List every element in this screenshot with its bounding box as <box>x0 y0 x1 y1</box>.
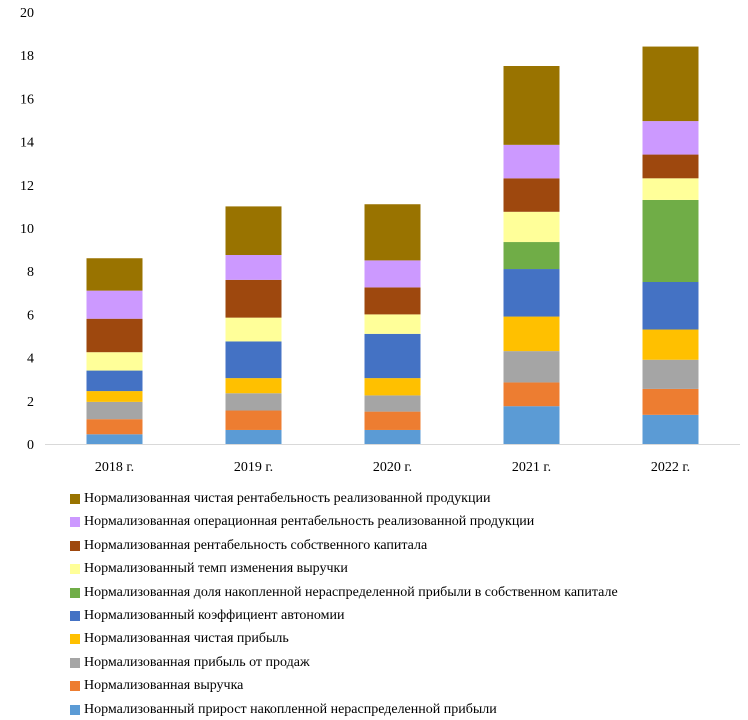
bar-segment <box>364 378 421 396</box>
bar-segment <box>642 178 699 200</box>
legend-swatch <box>70 540 80 551</box>
bar-segment <box>503 242 560 270</box>
y-tick-label: 8 <box>27 265 34 280</box>
legend-item: Нормализованная чистая рентабельность ре… <box>70 489 490 509</box>
bar-segment <box>642 199 699 282</box>
bar-segment <box>86 352 143 371</box>
legend-label: Нормализованный прирост накопленной нера… <box>84 701 497 717</box>
bar-segment <box>503 66 560 145</box>
legend-item: Нормализованная чистая прибыль <box>70 629 289 649</box>
legend-swatch <box>70 494 80 504</box>
legend-swatch <box>70 517 80 528</box>
bar-segment <box>225 317 282 342</box>
legend-swatch <box>70 657 80 668</box>
bar-segment <box>364 287 421 315</box>
y-tick-label: 20 <box>20 6 34 21</box>
x-tick-label: 2019 г. <box>234 460 273 475</box>
bar-segment <box>86 391 143 402</box>
x-tick-label: 2022 г. <box>651 460 690 475</box>
y-tick-label: 6 <box>27 308 34 323</box>
legend-item: Нормализованная доля накопленной нераспр… <box>70 583 618 603</box>
bar-segment <box>364 411 421 430</box>
bar-segment <box>86 401 143 420</box>
bar-segment <box>503 211 560 243</box>
legend-label: Нормализованная чистая прибыль <box>84 631 289 647</box>
bar-segment <box>86 419 143 435</box>
legend-label: Нормализованная рентабельность собственн… <box>84 537 428 553</box>
legend-item: Нормализованная выручка <box>70 676 243 696</box>
x-tick-label: 2020 г. <box>373 460 412 475</box>
legend-swatch <box>70 564 80 575</box>
y-tick-label: 18 <box>20 49 34 64</box>
legend-label: Нормализованная прибыль от продаж <box>84 654 310 670</box>
bar-segment <box>503 178 560 212</box>
bar-segment <box>225 255 282 280</box>
y-tick-label: 12 <box>20 179 34 194</box>
y-tick-label: 10 <box>20 222 34 237</box>
y-tick-label: 4 <box>27 352 34 367</box>
x-axis: 2018 г. 2019 г. 2020 г. 2021 г. 2022 г. <box>45 444 740 475</box>
bar-segment <box>86 258 143 291</box>
bar-segment <box>364 204 421 261</box>
bar-segment <box>225 206 282 255</box>
bar-segment <box>642 154 699 179</box>
legend-item: Нормализованная операционная рентабельно… <box>70 512 534 532</box>
bar-segment <box>86 290 143 319</box>
bar-segment <box>364 260 421 288</box>
bar-segment <box>503 382 560 407</box>
bar-segment <box>225 410 282 430</box>
legend-label: Нормализованный темп изменения выручки <box>84 561 348 577</box>
legend-item: Нормализованная прибыль от продаж <box>70 653 310 673</box>
bar-segment <box>86 318 143 353</box>
y-tick-label: 2 <box>27 395 34 410</box>
legend-swatch <box>70 634 80 645</box>
legend-label: Нормализованная доля накопленной нераспр… <box>84 584 618 600</box>
bar-segment <box>225 429 282 444</box>
bar-segment <box>225 393 282 411</box>
legend-label: Нормализованный коэффициент автономии <box>84 608 345 623</box>
bar-segment <box>364 429 421 444</box>
bar-segment <box>225 341 282 379</box>
bar-segment <box>642 329 699 360</box>
bar-segment <box>364 314 421 334</box>
x-tick-label: 2018 г. <box>95 460 134 475</box>
y-tick-label: 0 <box>27 438 34 453</box>
bar-segment <box>503 144 560 179</box>
bar-segment <box>642 46 699 122</box>
legend-item: Нормализованный прирост накопленной нера… <box>70 700 497 720</box>
bar-segment <box>642 388 699 415</box>
y-tick-label: 16 <box>20 92 34 107</box>
x-tick-label: 2021 г. <box>512 460 551 475</box>
bar-segment <box>642 414 699 444</box>
legend-label: Нормализованная операционная рентабельно… <box>84 514 535 530</box>
bar-segment <box>503 316 560 352</box>
bar-segment <box>503 406 560 444</box>
bar-segment <box>642 359 699 389</box>
bar-segment <box>225 378 282 394</box>
y-axis: 0 2 4 6 8 10 12 14 16 18 20 <box>20 6 34 453</box>
bar-segment <box>225 279 282 318</box>
bar-segment <box>86 434 143 444</box>
bar-segment <box>364 395 421 412</box>
legend-swatch <box>70 681 80 692</box>
legend-item: Нормализованная рентабельность собственн… <box>70 536 427 556</box>
bar-segment <box>86 370 143 392</box>
bars <box>86 46 699 444</box>
legend-item: Нормализованный темп изменения выручки <box>70 559 348 579</box>
legend-swatch <box>70 587 80 598</box>
legend-swatch <box>70 611 80 621</box>
bar-segment <box>503 351 560 383</box>
bar-segment <box>642 121 699 155</box>
bar-segment <box>642 282 699 330</box>
legend-item: Нормализованный коэффициент автономии <box>70 606 344 626</box>
legend-swatch <box>70 704 80 715</box>
bar-segment <box>503 269 560 317</box>
y-tick-label: 14 <box>20 136 34 151</box>
legend-label: Нормализованная чистая рентабельность ре… <box>84 491 491 506</box>
bar-segment <box>364 333 421 379</box>
legend-label: Нормализованная выручка <box>84 678 244 694</box>
